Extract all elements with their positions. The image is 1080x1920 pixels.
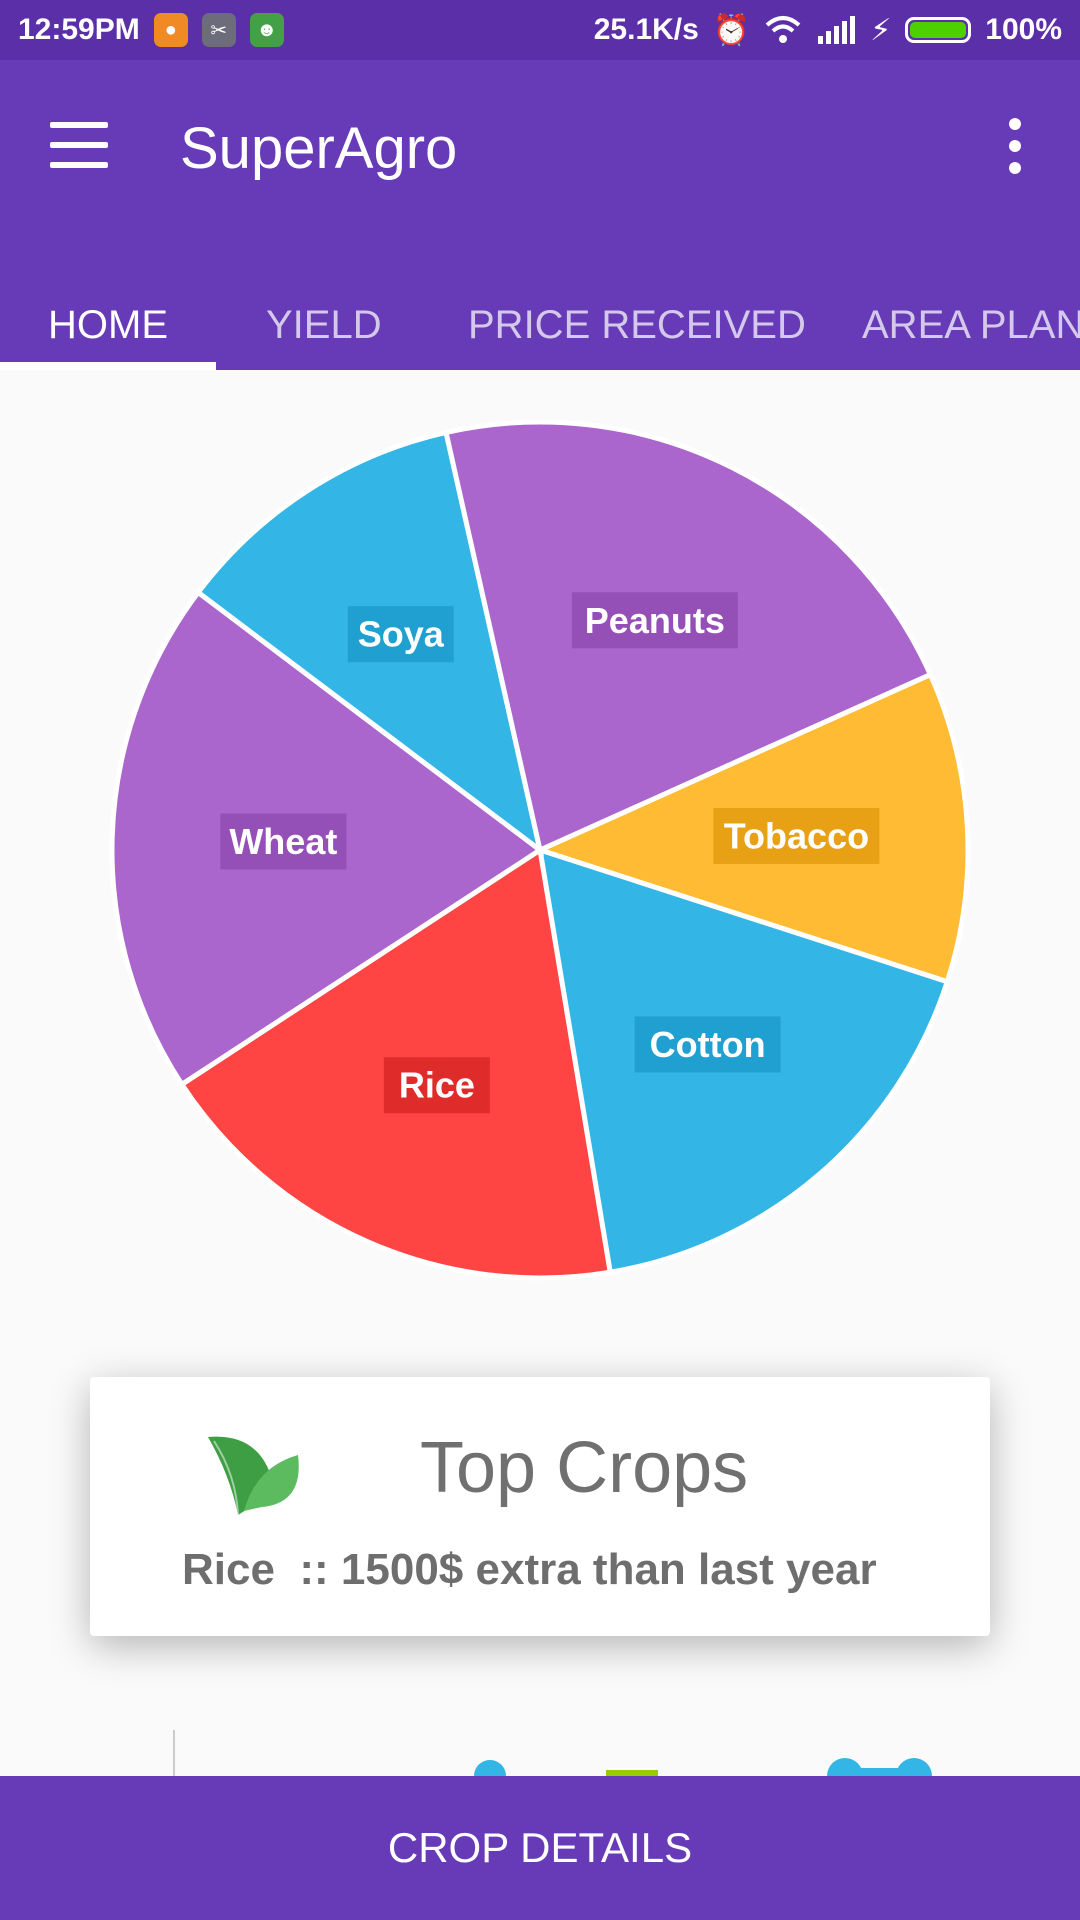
slice-label-cotton: Cotton	[634, 1016, 781, 1073]
tab-bar: HOME YIELD PRICE RECEIVED AREA PLAN	[0, 280, 1080, 370]
slice-label-tobacco: Tobacco	[713, 807, 880, 864]
battery-percent: 100%	[985, 13, 1062, 46]
crop-pie-chart[interactable]: Tobacco Cotton Rice Wheat Soya Peanuts	[0, 370, 1080, 1330]
status-left: 12:59PM ● ✂ ☻	[18, 13, 284, 47]
chat-notification-icon: ●	[153, 13, 188, 47]
status-bar: 12:59PM ● ✂ ☻ 25.1K/s ⏰ ⚡ 100%	[0, 0, 1080, 60]
tab-yield[interactable]: YIELD	[266, 303, 382, 347]
card-summary: Rice :: 1500$ extra than last year	[182, 1545, 877, 1594]
slice-label-wheat: Wheat	[220, 813, 347, 870]
charging-icon: ⚡	[870, 13, 892, 47]
tab-price-received[interactable]: PRICE RECEIVED	[468, 303, 806, 347]
slice-label-soya: Soya	[347, 606, 454, 663]
slice-label-peanuts: Peanuts	[571, 592, 738, 649]
app-title: SuperAgro	[180, 116, 458, 181]
status-right: 25.1K/s ⏰ ⚡ 100%	[594, 13, 1062, 48]
alarm-icon: ⏰	[712, 13, 751, 47]
top-crops-card[interactable]: Top Crops Rice :: 1500$ extra than last …	[90, 1377, 990, 1636]
svg-text:Peanuts: Peanuts	[585, 600, 725, 641]
svg-text:Soya: Soya	[358, 614, 445, 655]
network-speed: 25.1K/s	[593, 13, 699, 46]
app-notification-icon: ✂	[201, 13, 236, 47]
crop-details-button[interactable]: CROP DETAILS	[0, 1776, 1080, 1920]
svg-text:Tobacco: Tobacco	[724, 815, 869, 856]
more-options-icon[interactable]	[1000, 118, 1030, 174]
wifi-icon	[765, 16, 801, 43]
android-notification-icon: ☻	[249, 13, 284, 47]
svg-text:Cotton: Cotton	[650, 1024, 766, 1065]
leaf-icon	[208, 1436, 299, 1516]
tab-indicator	[0, 362, 216, 370]
slice-label-rice: Rice	[383, 1057, 490, 1114]
battery-level	[910, 22, 967, 38]
app-bar: SuperAgro HOME YIELD PRICE RECEIVED AREA…	[0, 60, 1080, 370]
tab-area-plan[interactable]: AREA PLAN	[862, 303, 1080, 347]
tab-home[interactable]: HOME	[48, 303, 168, 347]
card-title: Top Crops	[420, 1428, 749, 1508]
signal-icon	[818, 16, 856, 44]
status-time: 12:59PM	[18, 13, 140, 46]
svg-text:Wheat: Wheat	[229, 821, 337, 862]
menu-icon[interactable]	[50, 122, 112, 168]
next-chart-preview	[173, 1730, 932, 1776]
svg-text:Rice: Rice	[399, 1065, 475, 1106]
battery-icon	[905, 17, 972, 43]
